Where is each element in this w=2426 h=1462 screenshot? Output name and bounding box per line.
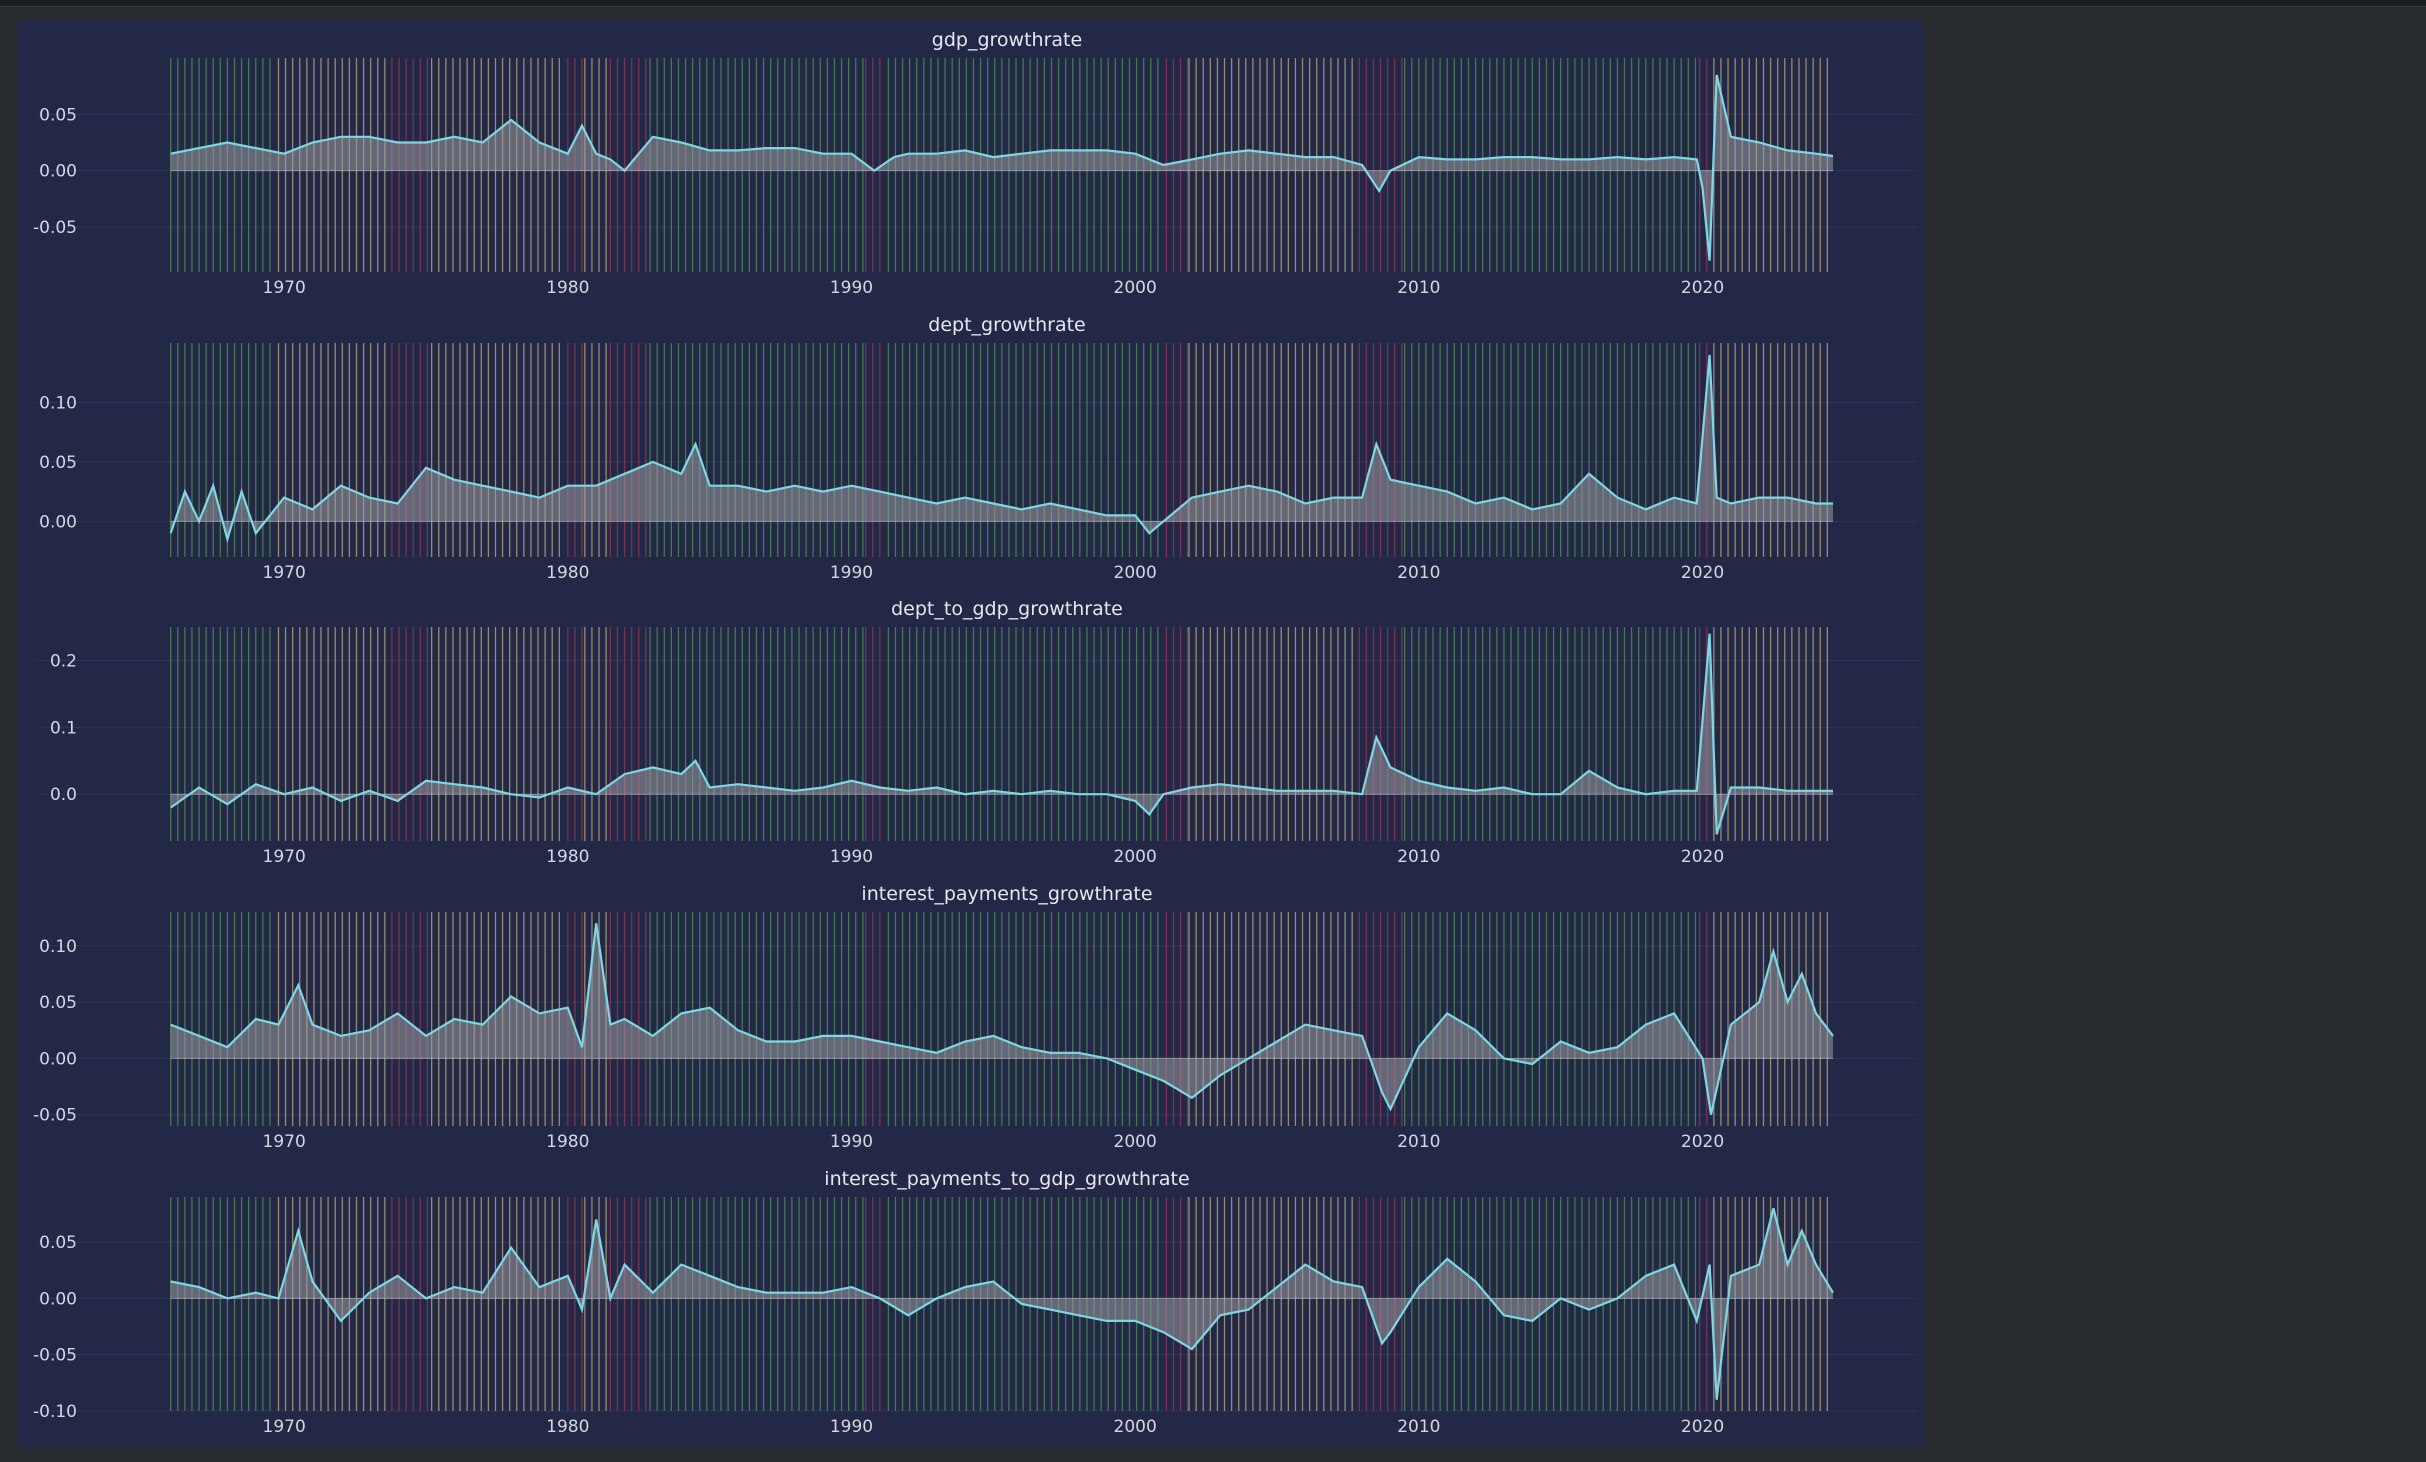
y-tick-label: -0.05 bbox=[33, 218, 77, 238]
figure-canvas: gdp_growthrate 0.05 0.00 -0.05 1970 1980 1990 2… bbox=[17, 20, 1924, 1448]
x-tick-label: 2010 bbox=[1397, 1132, 1440, 1152]
x-tick-label: 1980 bbox=[546, 1417, 589, 1437]
series-area bbox=[170, 74, 1833, 261]
x-tick-label: 1970 bbox=[263, 563, 306, 583]
x-tick-label: 2000 bbox=[1114, 1417, 1157, 1437]
x-tick-label: 1990 bbox=[830, 1132, 873, 1152]
x-tick-label: 1970 bbox=[263, 847, 306, 867]
series-line bbox=[169, 354, 1833, 544]
x-tick-label: 2000 bbox=[1114, 278, 1157, 298]
x-tick-label: 1970 bbox=[263, 1132, 306, 1152]
panel-interest-payments-to-gdp-growthrate: interest_payments_to_gdp_growthrate 0.05 0… bbox=[33, 1168, 1917, 1437]
x-tick-label: 2020 bbox=[1681, 563, 1724, 583]
x-tick-label: 2020 bbox=[1681, 1417, 1724, 1437]
x-tick-label: 1970 bbox=[263, 278, 306, 298]
x-tick-label: 1990 bbox=[830, 1417, 873, 1437]
y-tick-label: 0.2 bbox=[50, 651, 77, 671]
x-tick-label: 2010 bbox=[1397, 563, 1440, 583]
x-tick-label: 2010 bbox=[1397, 1417, 1440, 1437]
window-top-strip bbox=[0, 0, 2426, 7]
chart-figure: gdp_growthrate 0.05 0.00 -0.05 1970 1980 1990 2… bbox=[33, 29, 1917, 1437]
x-tick-label: 1990 bbox=[830, 278, 873, 298]
y-tick-label: 0.0 bbox=[50, 785, 77, 805]
panel-dept-to-gdp-growthrate: dept_to_gdp_growthrate 0.2 0.1 0.0 1970 1980 1… bbox=[37, 598, 1917, 867]
series-line bbox=[170, 1208, 1834, 1400]
x-tick-label: 1980 bbox=[546, 847, 589, 867]
x-tick-label: 1970 bbox=[263, 1417, 306, 1437]
panel-gdp-growthrate: gdp_growthrate 0.05 0.00 -0.05 1970 1980 1990 2… bbox=[33, 29, 1917, 298]
x-tick-label: 2010 bbox=[1397, 278, 1440, 298]
x-tick-label: 2020 bbox=[1681, 1132, 1724, 1152]
y-tick-label: 0.00 bbox=[39, 512, 77, 532]
y-tick-label: 0.05 bbox=[39, 993, 77, 1013]
y-tick-label: 0.05 bbox=[39, 453, 77, 473]
y-tick-label: 0.05 bbox=[39, 105, 77, 125]
series-line bbox=[170, 923, 1834, 1115]
y-tick-label: -0.05 bbox=[33, 1106, 77, 1126]
x-tick-label: 2020 bbox=[1681, 847, 1724, 867]
panel-title: gdp_growthrate bbox=[932, 29, 1082, 51]
y-tick-label: 0.00 bbox=[39, 1049, 77, 1069]
panel-title: interest_payments_growthrate bbox=[861, 883, 1152, 905]
x-tick-label: 1990 bbox=[830, 563, 873, 583]
panel-title: dept_to_gdp_growthrate bbox=[891, 598, 1123, 620]
panel-dept-growthrate: dept_growthrate 0.10 0.05 0.00 1970 1980 1990 2… bbox=[37, 314, 1917, 583]
x-tick-label: 2000 bbox=[1114, 1132, 1157, 1152]
x-tick-label: 2000 bbox=[1114, 847, 1157, 867]
y-tick-label: 0.10 bbox=[39, 937, 77, 957]
x-tick-label: 2020 bbox=[1681, 278, 1724, 298]
x-tick-label: 1980 bbox=[546, 563, 589, 583]
panel-title: interest_payments_to_gdp_growthrate bbox=[824, 1168, 1189, 1190]
y-tick-label: -0.10 bbox=[33, 1402, 77, 1422]
panel-title: dept_growthrate bbox=[928, 314, 1085, 336]
panel-interest-payments-growthrate: interest_payments_growthrate 0.10 0.05 0.00… bbox=[33, 883, 1917, 1152]
x-tick-label: 2000 bbox=[1114, 563, 1157, 583]
y-tick-label: 0.05 bbox=[39, 1233, 77, 1253]
x-tick-label: 1980 bbox=[546, 278, 589, 298]
regime-bands bbox=[170, 627, 1828, 841]
series-area bbox=[170, 923, 1833, 1115]
y-tick-label: -0.05 bbox=[33, 1346, 77, 1366]
x-tick-label: 1990 bbox=[830, 847, 873, 867]
series-area bbox=[170, 633, 1833, 835]
x-tick-label: 2010 bbox=[1397, 847, 1440, 867]
regime-bands bbox=[170, 343, 1828, 557]
regime-bands bbox=[170, 912, 1828, 1126]
y-tick-label: 0.00 bbox=[39, 162, 77, 182]
y-tick-label: 0.00 bbox=[39, 1289, 77, 1309]
x-tick-label: 1980 bbox=[546, 1132, 589, 1152]
series-line bbox=[170, 74, 1834, 261]
series-area bbox=[170, 1208, 1833, 1400]
y-tick-label: 0.10 bbox=[39, 393, 77, 413]
series-area bbox=[170, 354, 1833, 540]
y-tick-label: 0.1 bbox=[50, 718, 77, 738]
series-line bbox=[170, 633, 1833, 835]
